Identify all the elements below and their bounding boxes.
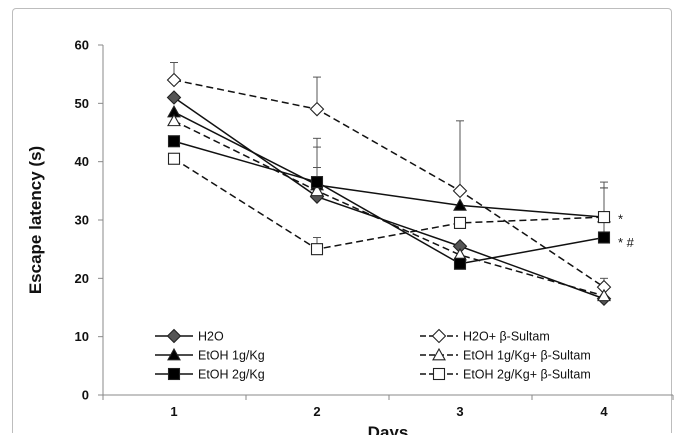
legend-entry: EtOH 1g/Kg+ β-Sultam [420,347,591,363]
legend-entry: H2O+ β-Sultam [420,328,550,344]
legend-entry: EtOH 2g/Kg+ β-Sultam [420,368,591,382]
legend-marker [432,367,446,381]
legend-label: EtOH 1g/Kg [198,349,265,363]
y-tick-label: 50 [75,96,89,111]
legend-label: EtOH 2g/Kg [198,368,265,382]
data-point [166,72,182,88]
data-point [453,257,467,270]
legend-label: EtOH 2g/Kg+ β-Sultam [463,368,591,382]
legend-entry: EtOH 2g/Kg [155,368,265,382]
data-point [310,176,324,189]
data-point [597,288,611,302]
y-tick-label: 0 [82,388,89,403]
significance-annotation: * # [618,235,635,250]
series-2 [166,62,612,295]
y-tick-label: 10 [75,329,89,344]
legend-entry: EtOH 1g/Kg [155,347,265,363]
series-line [173,79,605,288]
legend-label: EtOH 1g/Kg+ β-Sultam [463,349,591,363]
data-point [166,90,182,105]
legend-marker [167,347,181,361]
y-tick-label: 40 [75,154,89,169]
y-tick-label: 30 [75,213,89,228]
legend-marker [166,328,182,344]
data-point [310,183,324,197]
data-point [597,231,611,244]
series-line [173,140,605,265]
x-axis-title: Days [368,423,409,435]
significance-annotation: * [618,211,623,226]
legend-entry: H2O [155,328,224,344]
y-tick-label: 60 [75,38,89,53]
data-point [453,198,467,211]
legend-label: H2O+ β-Sultam [463,330,550,344]
series-5 [167,135,611,270]
data-point [453,216,467,229]
legend-marker [431,328,447,344]
data-point [452,183,468,199]
x-tick-label: 4 [600,404,608,419]
data-point [597,211,611,224]
data-point [167,152,181,165]
series-line [173,158,605,250]
y-axis-title: Escape latency (s) [26,146,45,294]
legend-marker [167,367,181,381]
x-tick-label: 2 [313,404,320,419]
legend-label: H2O [198,330,224,344]
data-point [167,135,181,148]
data-point [167,113,181,127]
data-point [310,243,324,256]
data-point [309,101,325,117]
x-tick-label: 1 [170,404,177,419]
y-tick-label: 20 [75,271,89,286]
series-6 [167,152,611,256]
series-1 [166,90,612,307]
legend-marker [432,347,446,361]
series-line [173,120,605,297]
chart-frame [12,8,672,433]
series-3 [167,104,611,223]
x-tick-label: 3 [456,404,463,419]
series-line [173,111,605,218]
series-line [173,96,605,300]
